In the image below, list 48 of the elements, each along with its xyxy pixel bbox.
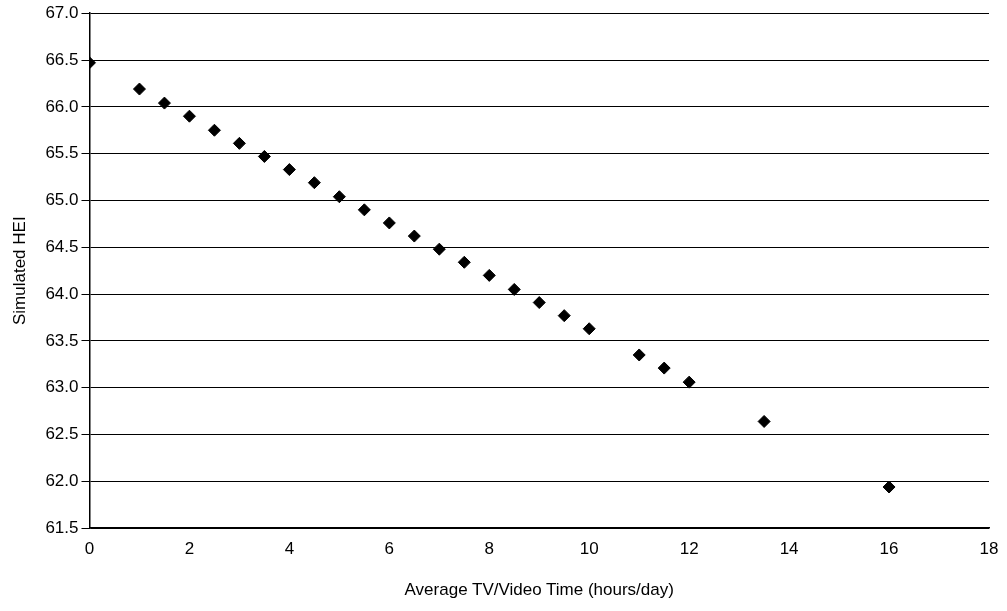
point <box>457 255 471 269</box>
point <box>357 203 371 217</box>
point <box>507 282 521 296</box>
point <box>307 176 321 190</box>
point <box>432 242 446 256</box>
point <box>182 109 196 123</box>
y-tick-label: 65.5 <box>45 143 79 163</box>
point <box>157 96 171 110</box>
y-tick-label: 65.0 <box>45 190 79 210</box>
point <box>232 136 246 150</box>
y-tick-label: 66.0 <box>45 96 79 116</box>
point <box>532 296 546 310</box>
point <box>657 361 671 375</box>
x-tick-label: 14 <box>779 539 799 559</box>
point <box>757 414 771 428</box>
point <box>632 348 646 362</box>
y-tick-label: 63.5 <box>45 330 79 350</box>
x-tick-label: 2 <box>184 539 195 559</box>
point <box>282 163 296 177</box>
point <box>132 82 146 96</box>
y-tick-label: 67.0 <box>45 2 79 22</box>
x-tick-label: 12 <box>679 539 699 559</box>
x-tick-label: 8 <box>484 539 494 559</box>
x-tick-label: 18 <box>979 539 999 559</box>
point <box>207 123 221 137</box>
point <box>582 322 596 336</box>
x-axis-title: Average TV/Video Time (hours/day) <box>404 580 674 600</box>
point <box>882 480 896 494</box>
point <box>332 190 346 204</box>
point <box>557 309 571 323</box>
point <box>682 375 696 389</box>
y-tick-label: 64.0 <box>45 283 79 303</box>
y-tick-label: 66.5 <box>45 49 79 69</box>
y-tick-label: 62.5 <box>45 424 79 444</box>
x-tick-label: 16 <box>879 539 899 559</box>
y-axis-title: Simulated HEI <box>9 216 29 326</box>
x-tick-label: 0 <box>84 539 95 559</box>
x-tick-label: 6 <box>384 539 395 559</box>
point <box>482 268 496 282</box>
point <box>257 149 271 163</box>
x-tick-label: 4 <box>284 539 295 559</box>
x-tick-label: 10 <box>579 539 599 559</box>
y-tick-label: 64.5 <box>45 236 79 256</box>
y-tick-label: 61.5 <box>45 517 79 537</box>
point <box>407 229 421 243</box>
point <box>382 216 396 230</box>
y-tick-label: 63.0 <box>45 377 79 397</box>
y-tick-label: 62.0 <box>45 471 79 491</box>
